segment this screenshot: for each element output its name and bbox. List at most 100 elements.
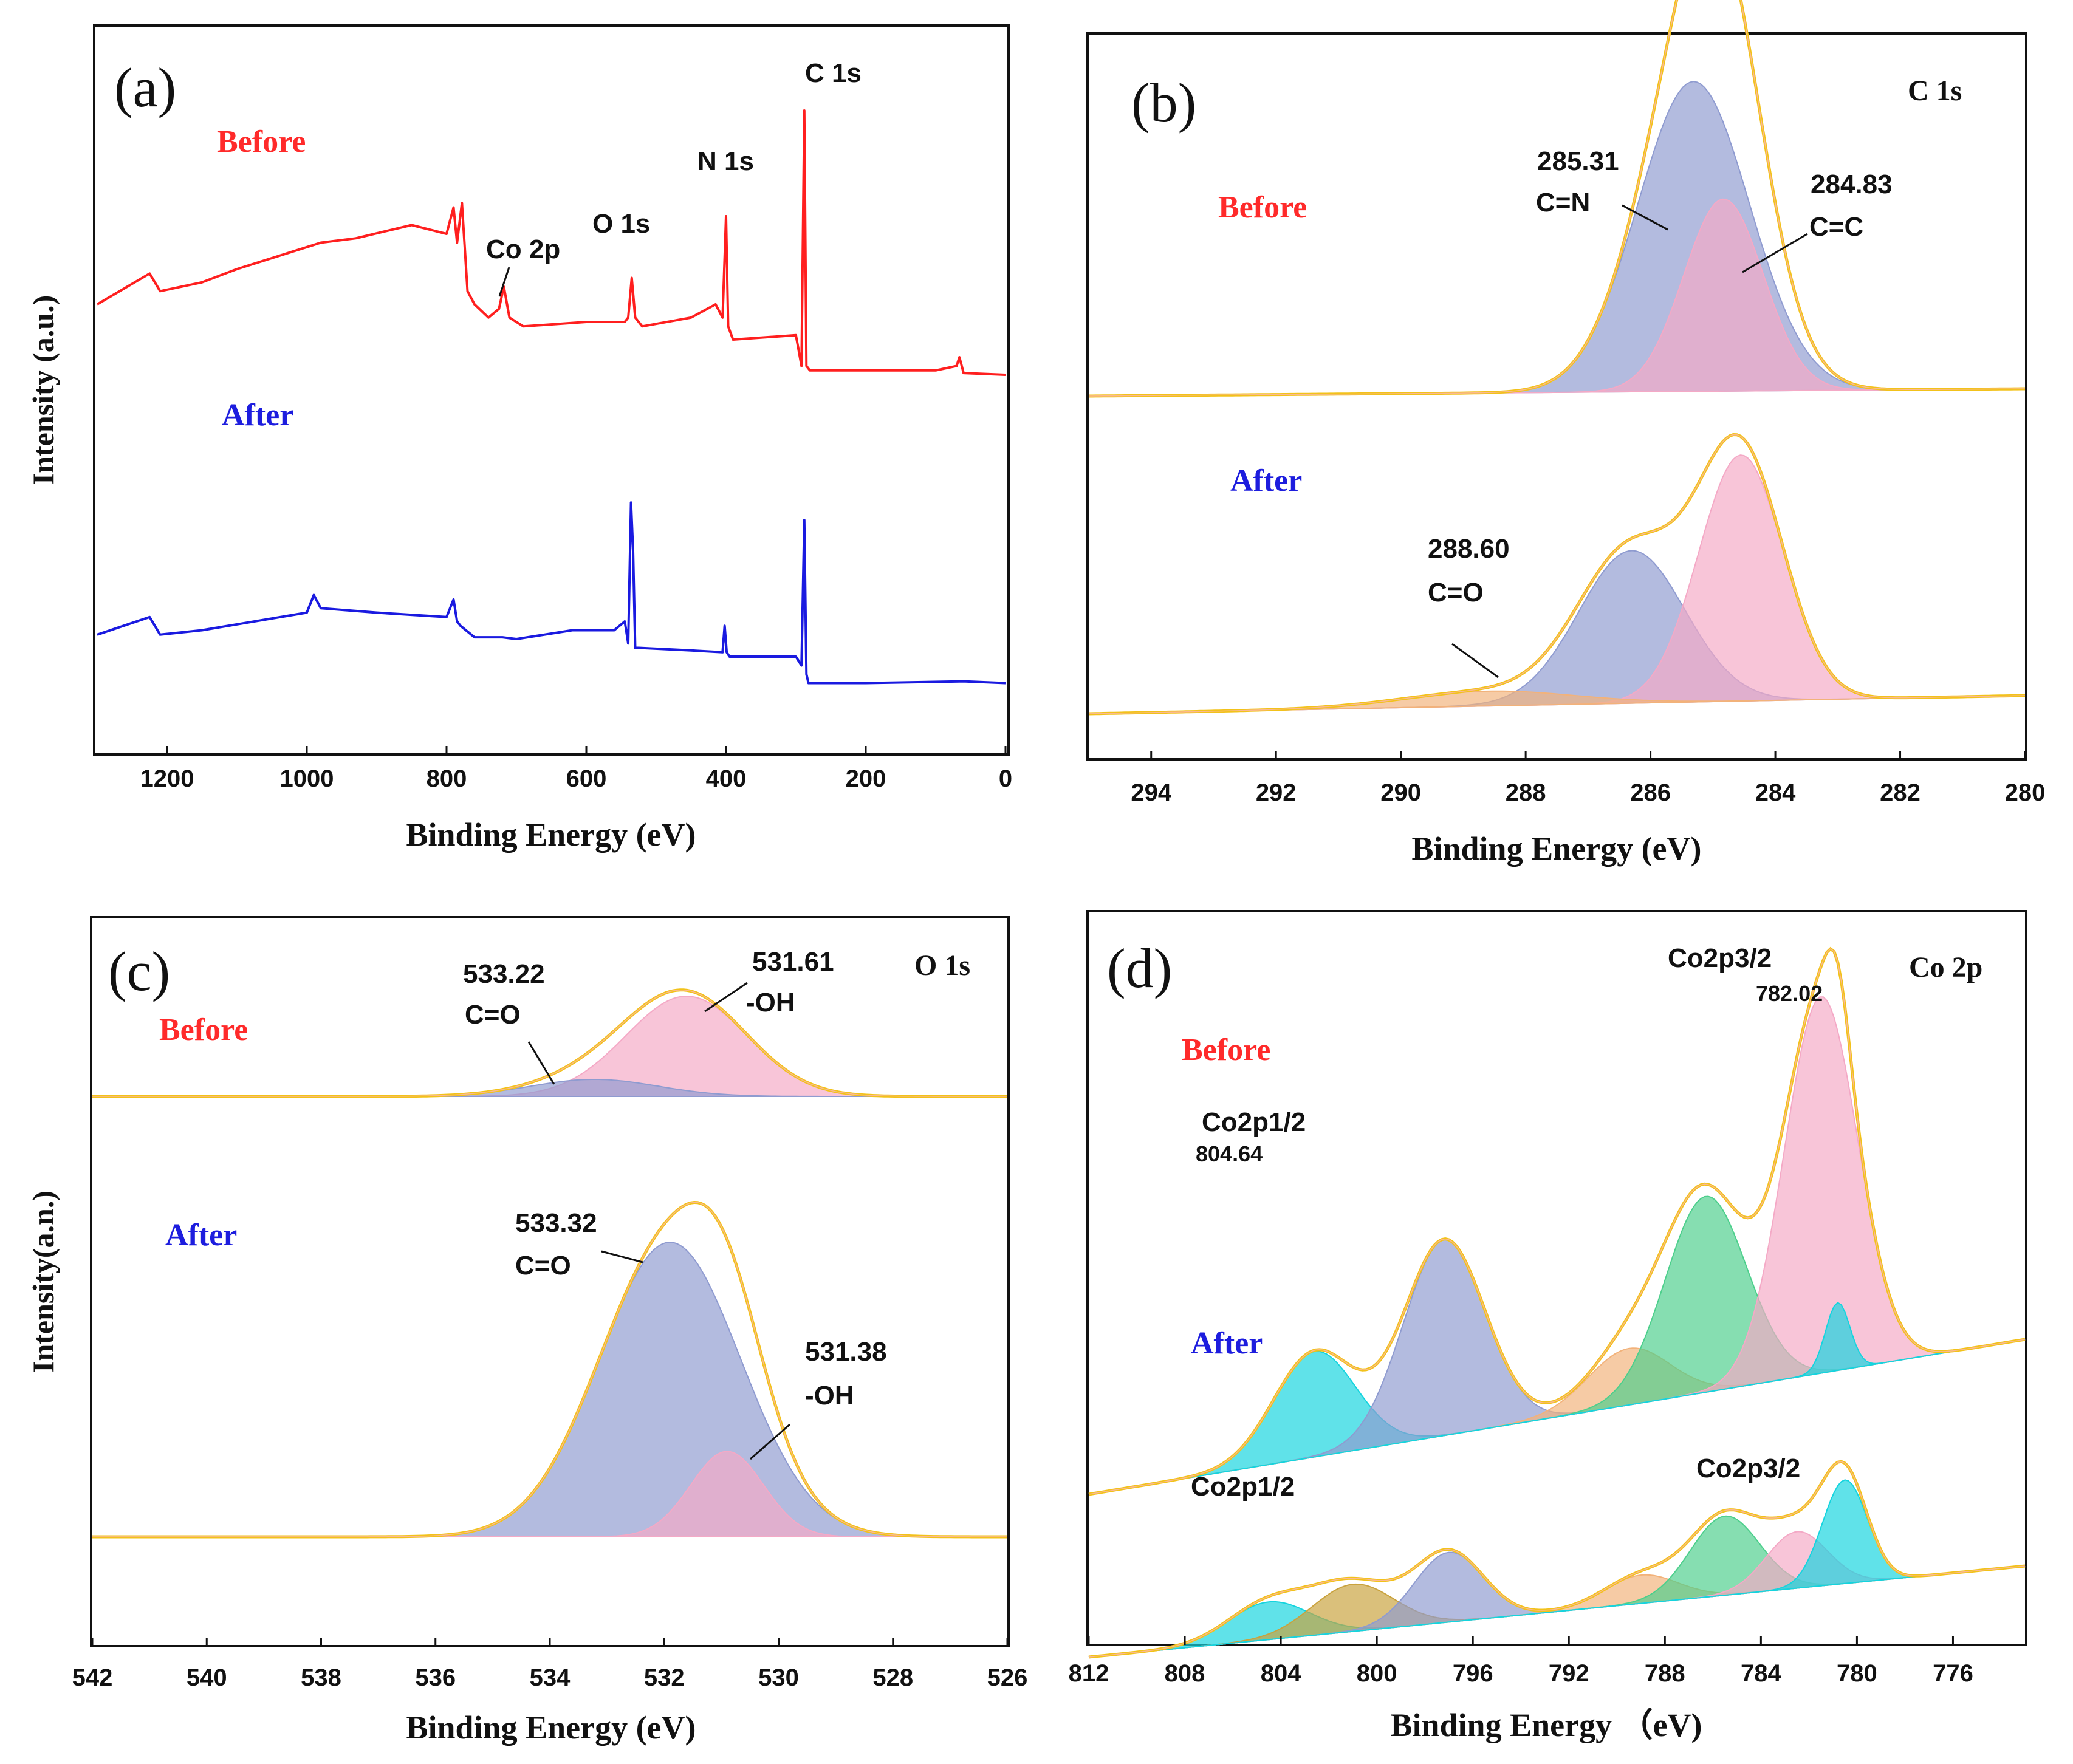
panel-b-peak1-bond: C=N — [1536, 188, 1590, 217]
panel-b-series — [1088, 0, 2026, 716]
panel-d-tick-label: 804 — [1261, 1660, 1301, 1687]
panel-d-letter: (d) — [1107, 937, 1172, 999]
panel-b-peak2-value: 284.83 — [1811, 169, 1893, 199]
panel-a-before-label: Before — [217, 125, 306, 159]
panel-b-after-raw — [1088, 434, 2026, 714]
panel-d-series — [1088, 946, 2026, 1659]
panel-b-letter: (b) — [1131, 72, 1196, 134]
panel-d-tick-label: 788 — [1645, 1660, 1685, 1687]
panel-b-tick-label: 290 — [1380, 779, 1421, 806]
panel-a-co2p-label: Co 2p — [486, 234, 560, 264]
panel-c-before-peak2-bond: -OH — [746, 988, 795, 1017]
panel-b-peak2-pointer — [1742, 233, 1808, 273]
panel-a-tick-label: 600 — [566, 765, 607, 792]
panel-d-after-co12-label: Co2p1/2 — [1191, 1472, 1295, 1502]
panel-b-title: C 1s — [1908, 75, 1962, 107]
panel-b-ticks: 294 292 290 288 286 284 282 280 — [1131, 751, 2045, 806]
panel-b-tick-label: 284 — [1755, 779, 1796, 806]
panel-b-frame — [1086, 32, 2027, 761]
panel-a-c1s-label: C 1s — [805, 58, 862, 88]
panel-c-before-peak1-bond: C=O — [465, 1000, 521, 1030]
panel-d-ticks: 812 808 804 800 796 792 788 784 780 776 — [1069, 1636, 1973, 1687]
panel-d-before-component-5 — [1088, 1302, 2026, 1495]
panel-b-peak3-pointer — [1451, 643, 1499, 679]
panel-d-before-co12-value: 804.64 — [1196, 1141, 1263, 1166]
panel-c-before-peak2-pointer — [704, 982, 748, 1013]
panel-d-tick-label: 780 — [1837, 1660, 1877, 1687]
panel-c-after-peak1-pointer — [601, 1250, 643, 1263]
panel-a-o1s-label: O 1s — [592, 209, 650, 239]
panel-b-before-raw — [1089, 0, 2025, 397]
panel-d-before-component-4 — [1088, 996, 2026, 1495]
panel-a-after-line — [97, 501, 1006, 685]
panel-c-series — [92, 988, 1007, 1539]
panel-d-tick-label: 808 — [1165, 1660, 1205, 1687]
panel-a-survey: 1200 1000 800 600 400 200 0 (a) Before After C… — [26, 24, 1012, 853]
panel-d-before-co12-label: Co2p1/2 — [1202, 1107, 1306, 1137]
panel-c-after-peak2-pointer — [750, 1423, 790, 1460]
panel-a-letter: (a) — [114, 56, 176, 118]
panel-c-ylabel: Intensity(a.n.) — [26, 1191, 60, 1373]
panel-d-after-co32-label: Co2p3/2 — [1696, 1454, 1800, 1483]
panel-a-co2p-pointer — [498, 267, 510, 297]
panel-c-before-peak1-value: 533.22 — [463, 959, 545, 989]
panel-c-before-raw — [92, 989, 1007, 1097]
panel-d-before-raw — [1088, 948, 2026, 1495]
panel-a-frame — [93, 24, 1010, 756]
panel-c-tick-label: 534 — [530, 1664, 571, 1691]
panel-c-tick-label: 536 — [415, 1664, 456, 1691]
panel-c-ticks: 542 540 538 536 534 532 530 528 526 — [72, 1638, 1027, 1691]
panel-c-after-peak2-bond: -OH — [805, 1381, 854, 1410]
panel-a-n1s-label: N 1s — [697, 146, 754, 176]
panel-d-frame — [1086, 910, 2027, 1646]
panel-d-tick-label: 792 — [1549, 1660, 1589, 1687]
panel-a-tick-label: 400 — [706, 765, 747, 792]
panel-d-tick-label: 784 — [1741, 1660, 1781, 1687]
panel-d-after-raw — [1088, 1461, 2026, 1658]
panel-d-before-label: Before — [1182, 1033, 1270, 1067]
panel-c-after-peak1-bond: C=O — [515, 1251, 571, 1280]
panel-b-tick-label: 288 — [1506, 779, 1546, 806]
panel-b-tick-label: 282 — [1880, 779, 1921, 806]
panel-c-xlabel: Binding Energy (eV) — [406, 1709, 696, 1746]
panel-c-after-label: After — [165, 1218, 237, 1253]
panel-c-tick-label: 532 — [644, 1664, 685, 1691]
panel-a-after-label: After — [222, 398, 293, 432]
panel-a-tick-label: 200 — [846, 765, 886, 792]
panel-a-ticks: 1200 1000 800 600 400 200 0 — [140, 746, 1012, 792]
panel-c-tick-label: 530 — [758, 1664, 799, 1691]
panel-d-tick-label: 812 — [1069, 1660, 1109, 1687]
panel-b-xlabel: Binding Energy (eV) — [1411, 830, 1701, 867]
panel-c-before-label: Before — [159, 1013, 248, 1047]
panel-a-ylabel: Intensity (a.u.) — [26, 295, 60, 485]
panel-b-tick-label: 280 — [2005, 779, 2046, 806]
panel-b-after-component-0 — [1088, 550, 2026, 714]
panel-c-tick-label: 538 — [301, 1664, 341, 1691]
panel-b-tick-label: 286 — [1630, 779, 1671, 806]
panel-a-tick-label: 800 — [427, 765, 467, 792]
panel-a-tick-label: 1200 — [140, 765, 194, 792]
panel-b-c1s: 294 292 290 288 286 284 282 280 (b) C 1s Before… — [1086, 0, 2045, 867]
panel-c-tick-label: 540 — [187, 1664, 227, 1691]
panel-a-series — [96, 109, 1006, 685]
panel-c-tick-label: 542 — [72, 1664, 113, 1691]
panel-c-after-peak1-value: 533.32 — [515, 1208, 597, 1238]
panel-a-tick-label: 1000 — [280, 765, 334, 792]
panel-c-letter: (c) — [108, 940, 170, 1002]
panel-b-before-component-1 — [1088, 198, 2026, 397]
panel-b-before-component-0 — [1088, 81, 2026, 397]
panel-b-peak2-bond: C=C — [1809, 212, 1863, 242]
panel-c-before-peak2-value: 531.61 — [752, 947, 834, 977]
panel-c-title: O 1s — [914, 949, 970, 982]
panel-c-tick-label: 528 — [872, 1664, 913, 1691]
panel-d-before-co32-label: Co2p3/2 — [1668, 943, 1772, 973]
panel-c-after-component-0 — [92, 1241, 1007, 1537]
panel-d-before-co32-value: 782.02 — [1756, 981, 1823, 1006]
panel-c-before-peak1-pointer — [527, 1041, 555, 1085]
panel-a-tick-label: 0 — [999, 765, 1012, 792]
panel-a-before-line — [96, 109, 1006, 376]
panel-a-xlabel: Binding Energy (eV) — [406, 816, 696, 853]
panel-b-peak1-value: 285.31 — [1537, 146, 1619, 176]
panel-d-co2p: 812 808 804 800 796 792 788 784 780 776 (d) Co 2p… — [1069, 910, 2027, 1743]
